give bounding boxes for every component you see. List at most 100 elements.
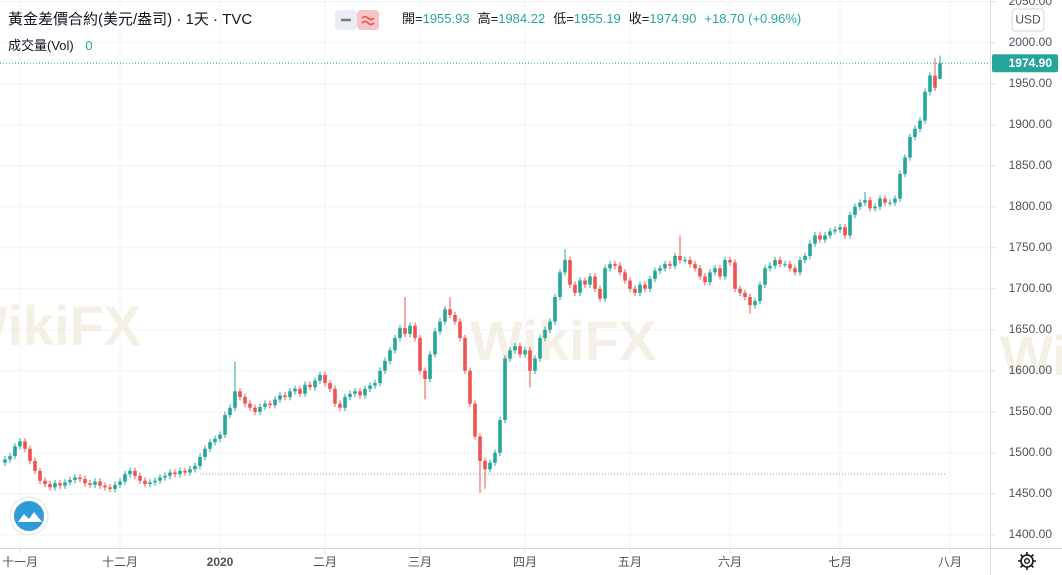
candle-body (48, 484, 52, 488)
y-tick-label: 1850.00 (1009, 158, 1053, 172)
candle-body (238, 391, 242, 398)
x-tick-label: 七月 (828, 555, 852, 569)
candle-body (313, 380, 317, 388)
legend-label: 高= (478, 11, 499, 26)
currency-button[interactable] (1011, 8, 1045, 32)
candle-body (23, 441, 27, 449)
candle-body (898, 173, 902, 199)
candle-body (328, 383, 332, 389)
candle-body (723, 260, 727, 277)
candle-body (343, 397, 347, 408)
candle-body (668, 264, 672, 266)
candle-body (833, 229, 837, 232)
legend-value: 1974.90 (649, 11, 696, 26)
candle-body (548, 321, 552, 330)
candle-body (393, 337, 397, 351)
candle-body (98, 481, 102, 486)
candle-body (323, 374, 327, 384)
candle-body (878, 198, 882, 207)
logo-circle (14, 501, 44, 531)
candle-body (398, 328, 402, 338)
candle-body (923, 91, 927, 121)
candle-body (618, 265, 622, 273)
plot (0, 55, 990, 494)
candle-body (743, 292, 747, 297)
settings-button[interactable] (1018, 552, 1036, 570)
candle-body (498, 420, 502, 453)
candle-body (483, 461, 487, 470)
candle-body (488, 462, 492, 470)
last-price-badge (992, 54, 1058, 73)
candle-body (903, 157, 907, 174)
candle-body (473, 403, 477, 437)
grid (0, 0, 990, 548)
candle-body (493, 452, 497, 463)
candle-body (408, 325, 412, 334)
candle-body (588, 276, 592, 285)
candle-body (273, 399, 277, 406)
candle-body (568, 260, 572, 285)
x-tick-label: 二月 (313, 555, 337, 569)
candle-body (868, 200, 872, 209)
candle-body (558, 272, 562, 297)
candle-body (653, 270, 657, 279)
candle-body (843, 227, 847, 236)
candle-body (133, 470, 137, 476)
candle-body (73, 477, 77, 480)
candle-body (233, 391, 237, 408)
candle-body (183, 470, 187, 473)
candle-body (908, 137, 912, 158)
candle-body (378, 370, 382, 384)
candle-body (428, 354, 432, 380)
candle-body (298, 388, 302, 394)
candle-body (228, 407, 232, 416)
candle-body (763, 268, 767, 285)
candle-body (63, 482, 67, 486)
legend-label: 低= (553, 11, 574, 26)
candle-body (538, 337, 542, 359)
candle-body (573, 284, 577, 293)
y-tick-label: 1650.00 (1009, 322, 1053, 336)
candle-body (363, 388, 367, 396)
candle-body (413, 325, 417, 338)
candle-body (223, 415, 227, 435)
candle-body (593, 276, 597, 289)
y-tick-label: 1600.00 (1009, 363, 1053, 377)
ohlc-legend: 開=1955.93 高=1984.22 低=1955.19 收=1974.90 +18.… (402, 11, 801, 26)
candle-body (258, 406, 262, 412)
candle-body (758, 284, 762, 302)
candle-body (188, 469, 192, 473)
candle-body (643, 284, 647, 289)
volume-label: 成交量(Vol) (8, 38, 74, 53)
watermark: WikiFX (1000, 324, 1062, 387)
candle-body (663, 264, 667, 269)
y-tick-label: 2050.00 (1009, 0, 1053, 8)
candle-body (783, 264, 787, 266)
x-tick-label: 十二月 (102, 555, 138, 569)
legend-value: 1984.22 (498, 11, 545, 26)
candle-body (838, 227, 842, 230)
candle-body (83, 479, 87, 484)
candle-body (108, 487, 112, 489)
volume-value: 0 (85, 38, 92, 53)
logo-icon (18, 512, 42, 522)
candle-body (113, 484, 117, 489)
candle-body (583, 280, 587, 285)
candle-body (13, 446, 17, 457)
candle-body (118, 481, 122, 485)
candle-body (243, 397, 247, 404)
candle-body (768, 265, 772, 269)
candle-body (803, 255, 807, 261)
candle-body (933, 75, 937, 88)
compare-icon (361, 15, 375, 26)
compare-button[interactable] (357, 10, 379, 30)
candle-body (338, 403, 342, 408)
x-tick-label: 三月 (408, 555, 432, 569)
candle-body (248, 403, 252, 408)
candle-body (253, 407, 257, 412)
candle-body (28, 448, 32, 462)
header-buttons[interactable] (335, 10, 379, 30)
candle-body (513, 346, 517, 351)
